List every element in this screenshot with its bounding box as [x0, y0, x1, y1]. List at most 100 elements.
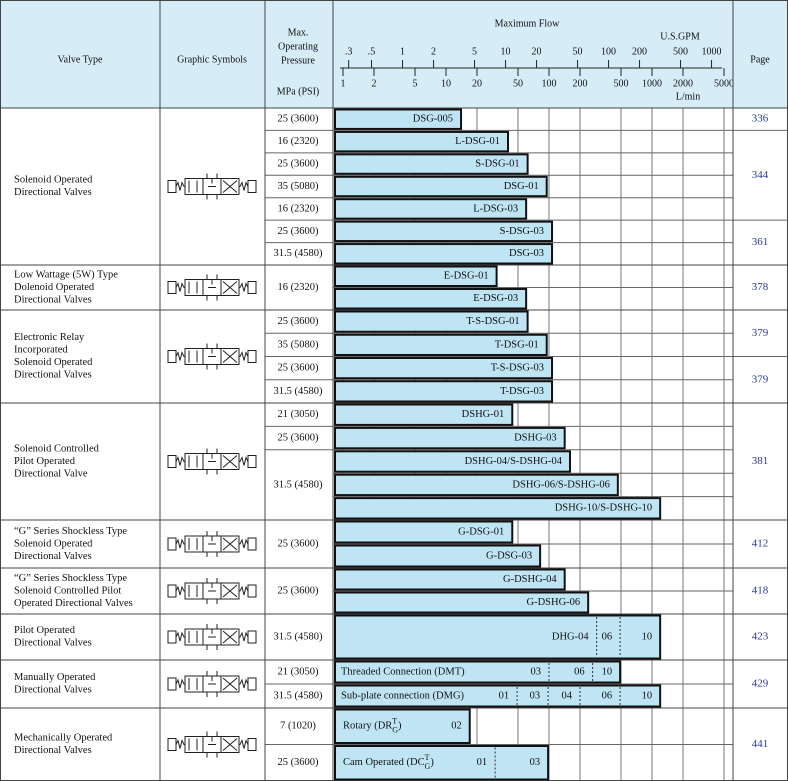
bar-label: E-DSG-01: [444, 271, 489, 282]
pressure: 25 (3600): [277, 226, 319, 237]
flow-bar: [334, 310, 529, 333]
lpm-tick-label: 1000: [642, 78, 662, 89]
valve-type: Directional Valves: [14, 187, 92, 198]
pressure-heading: Max.: [288, 27, 309, 38]
solenoid: [167, 677, 177, 691]
solenoid: [247, 350, 257, 363]
valve-type: Low Wattage (5W) Type: [14, 269, 118, 280]
bar-label: DSHG-06/S-DSHG-06: [512, 479, 609, 490]
valve-type: Directional Valves: [14, 551, 92, 562]
valve-type: “G” Series Shockless Type: [14, 526, 127, 537]
page-number: 336: [752, 113, 769, 125]
flow-bar: [334, 520, 514, 544]
flow-bar: [334, 450, 572, 473]
flow-bar: [334, 198, 528, 220]
pressure: 25 (3600): [277, 363, 319, 374]
bar-label: DSHG-04/S-DSHG-04: [465, 456, 563, 467]
spring: [175, 631, 249, 642]
spring: [175, 282, 249, 292]
page-number: 429: [752, 678, 769, 690]
lpm-tick-label: 5000: [714, 78, 734, 89]
lpm-tick-label: 1: [341, 78, 346, 89]
page-number: 344: [752, 169, 769, 181]
page-number: 378: [752, 281, 769, 293]
caption-text: Rotary (DR: [343, 721, 392, 732]
page-number: 418: [752, 585, 769, 597]
page-number: 379: [752, 327, 769, 339]
valve-type: Pilot Operated: [14, 456, 76, 467]
flow-bar: [334, 473, 619, 497]
pressure: 31.5 (4580): [274, 479, 323, 490]
bar-label: L-DSG-03: [473, 203, 518, 214]
bar-label: 01: [477, 757, 488, 768]
pressure: 21 (3050): [277, 409, 319, 420]
bar-label: T-DSG-01: [495, 339, 539, 350]
gpm-tick-label: .5: [368, 46, 376, 57]
bar-label: DHG-04: [552, 631, 589, 642]
pressure: 7 (1020): [280, 721, 316, 732]
valve-type-heading: Valve Type: [58, 54, 103, 65]
solenoid: [247, 281, 257, 294]
flow-bar: [334, 426, 566, 450]
pressure: 16 (2320): [277, 136, 319, 147]
bar-label: 02: [451, 721, 462, 732]
valve-symbol: [167, 578, 257, 604]
lpm-tick-label: 5: [412, 78, 417, 89]
flow-bar: [334, 544, 542, 568]
spring: [175, 181, 249, 191]
page-number: 441: [752, 738, 769, 750]
bar-label: 04: [562, 690, 573, 701]
gpm-tick-label: .3: [345, 46, 353, 57]
valve-type: Mechanically Operated: [14, 733, 113, 744]
gpm-tick-label: 200: [632, 46, 647, 57]
symbol-line: [188, 348, 238, 363]
graphic-symbols-heading: Graphic Symbols: [177, 54, 247, 65]
flow-bar: [334, 243, 554, 265]
bar-label: 10: [642, 631, 653, 642]
caption-sub: G: [425, 762, 431, 771]
ports: [206, 448, 218, 475]
bar-label: T-S-DSG-03: [491, 363, 544, 374]
bar-label: G-DSG-03: [486, 550, 532, 561]
valve-type: Directional Valve: [14, 468, 88, 479]
spring: [175, 585, 249, 596]
flow-bar: [334, 220, 554, 243]
valve-type: Dolenoid Operated: [14, 282, 95, 293]
bar-caption: Sub-plate connection (DMG): [341, 690, 465, 701]
valve-type: Electronic Relay: [14, 332, 85, 343]
ports: [206, 274, 218, 301]
lpm-tick-label: 2: [372, 78, 377, 89]
pressure: 25 (3600): [277, 538, 319, 549]
gpm-tick-label: 1000: [702, 46, 722, 57]
pressure: 25 (3600): [277, 316, 319, 327]
flow-bar: [334, 288, 528, 310]
lpm-tick-label: 100: [542, 78, 557, 89]
valve-type: Solenoid Operated: [14, 538, 93, 549]
flow-bar: [334, 708, 471, 744]
valve-symbol: [167, 274, 257, 301]
pressure: 35 (5080): [277, 181, 319, 192]
pressure: 16 (2320): [277, 203, 319, 214]
pressure: 35 (5080): [277, 339, 319, 350]
valve-symbol: [167, 448, 257, 475]
solenoid: [167, 455, 177, 468]
flow-bar: [334, 380, 554, 403]
gpm-tick-label: 100: [601, 46, 616, 57]
flow-bar: [334, 357, 554, 380]
caption-sub: G: [392, 725, 398, 734]
ports: [206, 671, 218, 697]
bar-label: 03: [530, 757, 541, 768]
valve-symbol: [167, 624, 257, 650]
bar-label: S-DSG-01: [475, 158, 519, 169]
bar-label: 01: [499, 690, 510, 701]
page-number: 423: [752, 631, 769, 643]
flow-bar: [334, 403, 514, 426]
bar-label: 03: [531, 666, 542, 677]
valve-type: Directional Valves: [14, 685, 92, 696]
valve-type: Solenoid Operated: [14, 175, 93, 186]
flow-bar: [334, 614, 662, 660]
gpm-tick-label: 500: [673, 46, 688, 57]
flow-bar: [334, 153, 529, 175]
pressure: 21 (3050): [277, 666, 319, 677]
flow-bar: [334, 108, 463, 130]
